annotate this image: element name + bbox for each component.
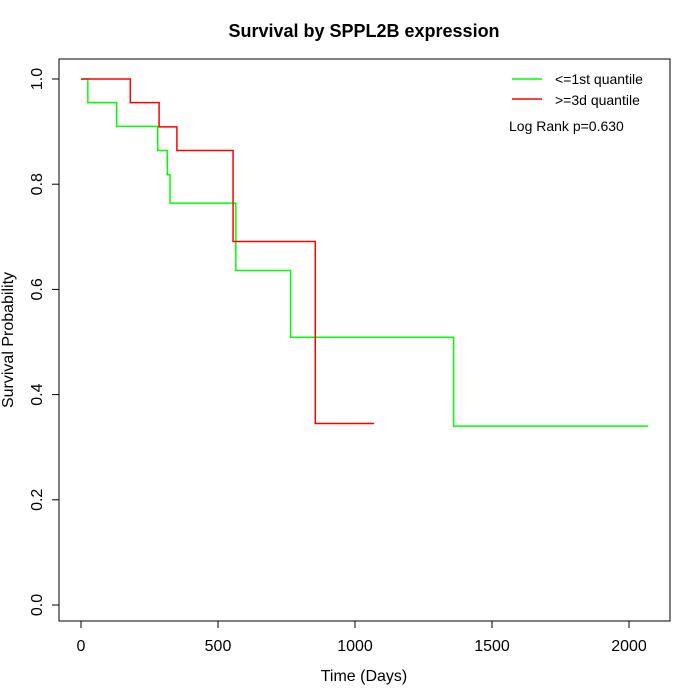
y-tick-label: 0.6	[29, 278, 46, 300]
legend-label-low-quantile: <=1st quantile	[555, 71, 643, 87]
x-axis: 0 500 1000 1500 2000	[77, 620, 647, 655]
y-tick-label: 1.0	[29, 68, 46, 90]
series-layer	[81, 78, 649, 427]
x-tick-label: 500	[205, 638, 232, 655]
x-tick-label: 1500	[474, 638, 510, 655]
x-tick-label: 1000	[337, 638, 373, 655]
series-line-high-quantile	[81, 78, 375, 425]
legend: <=1st quantile >=3d quantile	[512, 71, 643, 108]
y-tick-label: 0.2	[29, 489, 46, 511]
x-tick-label: 0	[77, 638, 86, 655]
plot-frame	[58, 58, 671, 622]
y-axis: 0.0 0.2 0.4 0.6 0.8 1.0	[29, 68, 60, 616]
series-line-low-quantile	[81, 78, 649, 427]
log-rank-annotation: Log Rank p=0.630	[509, 118, 624, 134]
x-axis-label: Time (Days)	[321, 668, 408, 685]
y-tick-label: 0.4	[29, 383, 46, 405]
y-tick-label: 0.0	[29, 594, 46, 616]
y-axis-label: Survival Probability	[0, 272, 17, 408]
y-tick-label: 0.8	[29, 173, 46, 195]
legend-label-high-quantile: >=3d quantile	[555, 92, 640, 108]
x-tick-label: 2000	[611, 638, 647, 655]
chart-title: Survival by SPPL2B expression	[228, 21, 499, 41]
